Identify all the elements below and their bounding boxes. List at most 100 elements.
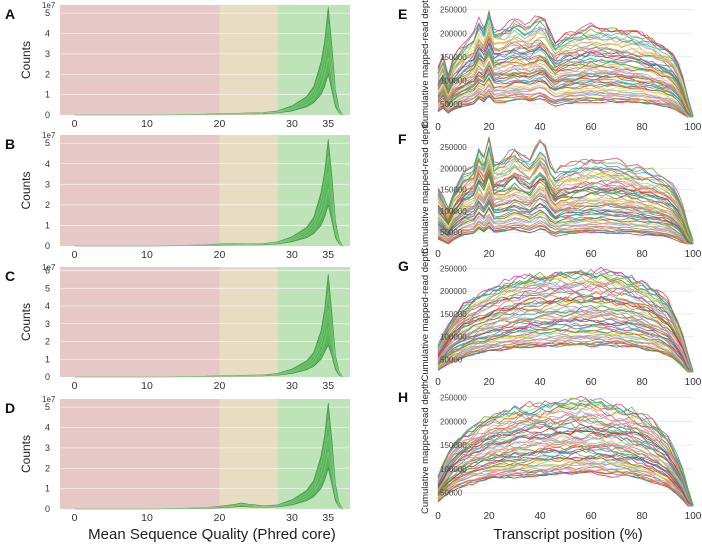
coverage-series-line bbox=[437, 29, 694, 118]
x-tick-label: 60 bbox=[585, 377, 597, 388]
quality-band-0 bbox=[60, 399, 220, 509]
coverage-series-line bbox=[437, 335, 694, 373]
coverage-series-line bbox=[437, 52, 694, 118]
x-tick-label: 60 bbox=[585, 249, 597, 260]
x-tick-label: 40 bbox=[534, 377, 546, 388]
y-axis-label: Cumulative mapped-read depth bbox=[420, 121, 431, 254]
x-tick-label: 10 bbox=[141, 512, 153, 524]
coverage-series-line bbox=[437, 161, 694, 244]
coverage-series-line bbox=[437, 322, 694, 373]
coverage-series-line bbox=[437, 72, 694, 118]
coverage-series-line bbox=[437, 455, 694, 507]
coverage-series-line bbox=[437, 96, 693, 118]
y-tick-label: 250000 bbox=[440, 394, 467, 403]
y-tick-label: 3 bbox=[45, 443, 50, 453]
panel-letter: E bbox=[398, 6, 407, 22]
panel-g: G 50000 100000 150000 200000 250000 0 20 40 60 80 1… bbox=[398, 248, 702, 388]
coverage-series-line bbox=[437, 333, 694, 373]
coverage-series-line bbox=[437, 50, 694, 118]
panel-letter: A bbox=[5, 6, 15, 22]
x-tick-label: 60 bbox=[585, 122, 597, 133]
coverage-series-line bbox=[437, 271, 694, 372]
coverage-series-line bbox=[437, 422, 694, 507]
coverage-series-line bbox=[437, 448, 694, 507]
coverage-series-line bbox=[437, 191, 694, 245]
y-tick-label: 4 bbox=[45, 159, 50, 169]
left-x-axis-label: Mean Sequence Quality (Phred core) bbox=[88, 526, 336, 543]
coverage-series-line bbox=[437, 277, 694, 373]
coverage-series-line bbox=[437, 171, 694, 245]
coverage-series-line bbox=[437, 60, 694, 118]
y-tick-label: 5 bbox=[45, 138, 50, 148]
coverage-series-line bbox=[437, 152, 694, 242]
coverage-series-line bbox=[437, 318, 694, 373]
coverage-series-line bbox=[437, 22, 694, 117]
coverage-series-line bbox=[437, 275, 694, 373]
coverage-series-line bbox=[437, 467, 694, 507]
coverage-series-line bbox=[437, 16, 694, 117]
y-tick-label: 3 bbox=[45, 49, 50, 59]
y-tick-label: 50000 bbox=[440, 355, 463, 364]
coverage-series-line bbox=[437, 414, 694, 507]
coverage-series-line bbox=[437, 35, 694, 118]
x-tick-label: 0 bbox=[435, 377, 441, 388]
coverage-series-line bbox=[437, 342, 693, 373]
coverage-series-line bbox=[437, 408, 694, 507]
panel-a: A 0 1 2 3 4 5 0 10 20 30 35 1e7 Counts bbox=[5, 1, 350, 130]
coverage-series-line bbox=[437, 85, 694, 118]
y-tick-label: 3 bbox=[45, 179, 50, 189]
sample-trace-3 bbox=[74, 155, 343, 247]
coverage-series-line bbox=[437, 40, 694, 118]
coverage-series-line bbox=[437, 47, 694, 118]
panel-c: C 0 1 2 3 4 5 6 0 10 20 30 35 1e7 Counts bbox=[5, 263, 350, 392]
coverage-series-line bbox=[437, 406, 694, 507]
coverage-series-line bbox=[437, 340, 694, 373]
x-tick-label: 35 bbox=[322, 118, 334, 130]
y-tick-label: 1 bbox=[45, 484, 50, 494]
y-tick-label: 100000 bbox=[440, 333, 467, 342]
panel-f: F 50000 100000 150000 200000 250000 0 20 40 60 80 1… bbox=[398, 121, 702, 260]
x-tick-label: 20 bbox=[214, 118, 226, 130]
x-tick-label: 0 bbox=[72, 512, 78, 524]
y-tick-label: 0 bbox=[45, 372, 50, 382]
y-tick-label: 250000 bbox=[440, 143, 467, 152]
coverage-series-line bbox=[437, 79, 694, 118]
coverage-series-line bbox=[437, 169, 694, 245]
x-tick-label: 20 bbox=[483, 377, 495, 388]
y-exponent-label: 1e7 bbox=[42, 395, 56, 404]
coverage-series-line bbox=[437, 318, 694, 373]
x-tick-label: 0 bbox=[72, 249, 78, 261]
y-tick-label: 150000 bbox=[440, 53, 467, 62]
coverage-series-line bbox=[437, 88, 693, 118]
y-axis-label: Counts bbox=[19, 41, 33, 79]
quality-band-0 bbox=[60, 135, 220, 246]
coverage-series-line bbox=[437, 158, 694, 244]
x-tick-label: 0 bbox=[435, 249, 441, 260]
coverage-series-line bbox=[437, 398, 694, 505]
panel-e: E 50000 100000 150000 200000 250000 0 20 40 60 80 1… bbox=[398, 0, 702, 133]
y-axis-label: Cumulative mapped-read depth bbox=[420, 248, 431, 381]
panel-h: H 50000 100000 150000 200000 250000 0 20 40 60 80 1… bbox=[398, 381, 702, 522]
coverage-series-line bbox=[437, 13, 694, 116]
coverage-series-line bbox=[437, 402, 694, 506]
x-tick-label: 0 bbox=[435, 511, 441, 522]
x-tick-label: 80 bbox=[636, 377, 648, 388]
coverage-series-line bbox=[437, 412, 694, 507]
x-tick-label: 30 bbox=[286, 512, 298, 524]
x-tick-label: 80 bbox=[636, 249, 648, 260]
quality-band-1 bbox=[219, 5, 278, 115]
coverage-series-line bbox=[437, 309, 694, 373]
coverage-series-line bbox=[437, 313, 694, 373]
x-tick-label: 30 bbox=[286, 380, 298, 392]
x-tick-label: 100 bbox=[685, 249, 702, 260]
y-axis-label: Counts bbox=[19, 303, 33, 341]
coverage-series-line bbox=[437, 286, 694, 373]
y-tick-label: 250000 bbox=[440, 264, 467, 273]
coverage-series-line bbox=[437, 312, 694, 373]
y-tick-label: 4 bbox=[45, 29, 50, 39]
quality-band-1 bbox=[219, 135, 278, 246]
y-tick-label: 2 bbox=[45, 337, 50, 347]
y-tick-label: 200000 bbox=[440, 164, 467, 173]
y-tick-label: 50000 bbox=[440, 100, 463, 109]
coverage-series-line bbox=[437, 428, 694, 507]
